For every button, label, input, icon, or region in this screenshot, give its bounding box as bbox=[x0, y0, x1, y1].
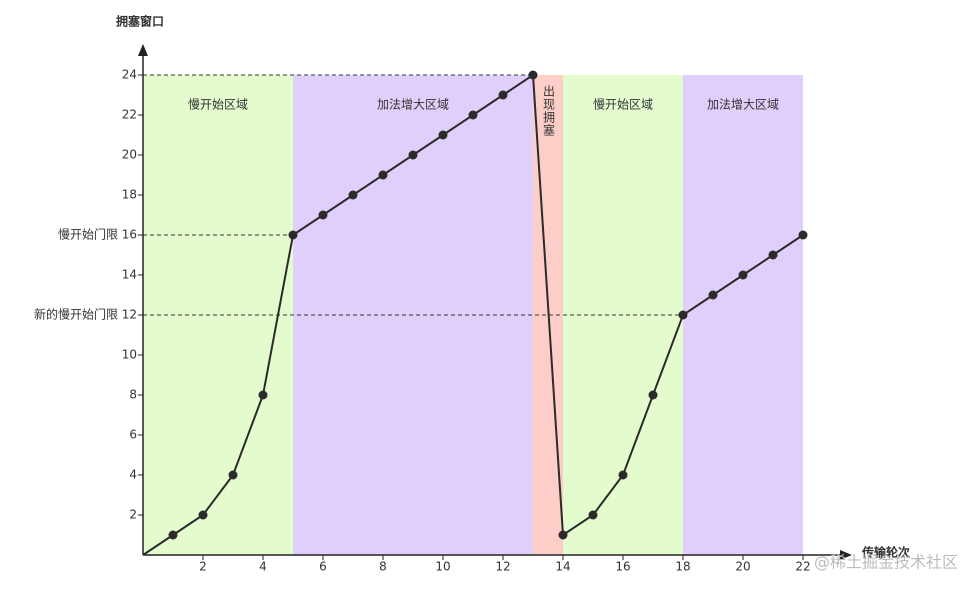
y-tick-label: 8 bbox=[129, 388, 137, 402]
point bbox=[588, 510, 598, 520]
point bbox=[738, 270, 748, 280]
y-tick-label: 14 bbox=[122, 268, 137, 282]
point bbox=[318, 210, 328, 220]
x-tick-label: 16 bbox=[615, 560, 630, 574]
y-tick-label: 10 bbox=[122, 348, 137, 362]
plot: 慢开始区域 加法增大区域 出现拥塞 慢开始区域 加法增大区域慢开始门限新的慢开始门限24… bbox=[34, 44, 852, 574]
x-axis-arrow bbox=[840, 550, 852, 560]
point bbox=[528, 70, 538, 80]
y-tick-label: 16 bbox=[122, 228, 137, 242]
y-tick-label: 6 bbox=[129, 428, 137, 442]
x-tick-label: 4 bbox=[259, 560, 267, 574]
point bbox=[708, 290, 718, 300]
y-tick-label: 4 bbox=[129, 468, 137, 482]
region-label: 加法增大区域 bbox=[377, 98, 449, 112]
x-tick-label: 20 bbox=[735, 560, 750, 574]
point bbox=[648, 390, 658, 400]
region-label: 慢开始区域 bbox=[188, 98, 248, 112]
x-tick-label: 8 bbox=[379, 560, 387, 574]
x-tick-label: 14 bbox=[555, 560, 570, 574]
y-tick-label: 20 bbox=[122, 148, 137, 162]
reference-label: 新的慢开始门限 bbox=[34, 307, 118, 322]
x-tick-label: 18 bbox=[675, 560, 690, 574]
x-tick-label: 12 bbox=[495, 560, 510, 574]
region-label: 加法增大区域 bbox=[707, 98, 779, 112]
x-axis-label: 传输轮次 bbox=[861, 545, 910, 560]
point bbox=[558, 530, 568, 540]
y-tick-label: 24 bbox=[122, 68, 137, 82]
x-tick-label: 6 bbox=[319, 560, 327, 574]
y-tick-label: 2 bbox=[129, 508, 137, 522]
x-tick-label: 2 bbox=[199, 560, 207, 574]
point bbox=[618, 470, 628, 480]
x-tick-label: 10 bbox=[435, 560, 450, 574]
point bbox=[168, 530, 178, 540]
y-axis-label: 拥塞窗口 bbox=[116, 14, 164, 29]
region-label: 出现拥塞 bbox=[542, 85, 556, 137]
point bbox=[198, 510, 208, 520]
point bbox=[678, 310, 688, 320]
watermark: @稀土掘金技术社区 bbox=[814, 553, 958, 572]
point bbox=[498, 90, 508, 100]
reference-label: 慢开始门限 bbox=[58, 227, 118, 242]
point bbox=[438, 130, 448, 140]
x-tick-label: 22 bbox=[795, 560, 810, 574]
point bbox=[228, 470, 238, 480]
y-tick-label: 22 bbox=[122, 108, 137, 122]
point bbox=[378, 170, 388, 180]
point bbox=[408, 150, 418, 160]
point bbox=[348, 190, 358, 200]
region bbox=[683, 75, 803, 555]
y-axis-arrow bbox=[138, 44, 148, 56]
point bbox=[288, 230, 298, 240]
point bbox=[258, 390, 268, 400]
point bbox=[468, 110, 478, 120]
region-label: 慢开始区域 bbox=[593, 98, 653, 112]
point bbox=[798, 230, 808, 240]
y-tick-label: 18 bbox=[122, 188, 137, 202]
y-tick-label: 12 bbox=[122, 308, 137, 322]
point bbox=[768, 250, 778, 260]
